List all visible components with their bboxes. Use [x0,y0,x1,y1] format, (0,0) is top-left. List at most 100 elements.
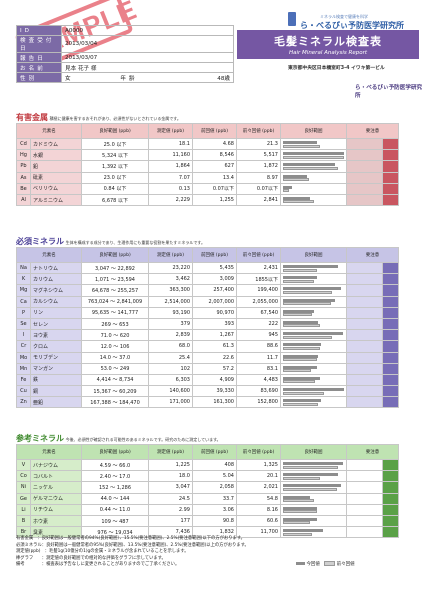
bar-current [283,506,317,510]
measured-value: 68.0 [148,340,193,353]
section-desc: 生体を構成する成分であり、生理作用にも重要な役割を果たすミネラルです。 [65,240,205,245]
element-name: 水銀 [30,149,82,162]
measured-value: 379 [148,317,193,331]
good-range: 269 〜 653 [81,317,149,331]
good-range: 0.84 以下 [81,182,149,195]
warn-zone [382,295,399,308]
measured-value: 102 [148,362,193,375]
table-row: Li リチウム 0.44 〜 11.0 2.99 3.06 8.16 [16,503,399,516]
element-name: 鉄 [30,373,82,387]
good-range: 167,388 〜 184,470 [81,396,149,409]
good-range: 0.44 〜 11.0 [81,503,149,516]
bar-prev [283,402,319,406]
prev2-value: 67,540 [236,306,281,319]
bar-cell [280,514,347,528]
report-title-box: 毛髪ミネラル検査表 Hair Mineral Analysis Report [237,30,419,59]
table-row: Cd カドミウム 25.0 以下 18.1 4.68 21.3 [16,137,399,151]
prev2-value: 11.7 [236,351,281,364]
bar-prev [283,279,314,283]
element-name: マンガン [30,362,82,375]
prev-value: 22.6 [192,351,237,364]
caution-zone [346,306,383,319]
reference-minerals-table: 元素名 良好範囲 (ppb) 測定値 (ppb) 前回値 (ppb) 前々回値 (ppb… [16,444,399,539]
th-range: 良好範囲 (ppb) [81,247,149,263]
patient-info-table: ID A0000 検査受付日 2013/03/04 報告日 2013/03/07 お名… [16,25,234,83]
bar-prev [283,302,331,306]
th-prev2: 前々回値 (ppb) [236,123,281,139]
measured-value: 177 [148,514,193,528]
bar-cell [280,526,347,539]
info-row-report: 報告日 2013/03/07 [16,52,234,63]
element-symbol: Cr [16,340,31,353]
prev2-value: 1855以下 [236,273,281,286]
prev2-value: 1,325 [236,458,281,472]
bar-prev [283,324,320,328]
th-name: 元素名 [16,123,82,139]
bar-prev [283,346,320,350]
measured-value: 18.1 [148,137,193,151]
table-row: Ca カルシウム 763,024 〜 2,841,009 2,514,000 2,007… [16,295,399,308]
bar-current [283,152,344,156]
bar-prev [283,313,313,317]
caution-zone [346,396,383,409]
good-range: 109 〜 487 [81,514,149,528]
prev2-value: 83.1 [236,362,281,375]
prev2-value: 20.1 [236,470,281,483]
bar-prev [283,155,344,159]
prev-value: 39,330 [192,385,237,398]
measured-value: 24.5 [148,492,193,505]
element-symbol: Mg [16,284,31,297]
element-symbol: Al [16,193,31,207]
measured-value: 6,303 [148,373,193,387]
table-header-row: 元素名 良好範囲 (ppb) 測定値 (ppb) 前回値 (ppb) 前々回値 (ppb… [16,444,399,460]
bar-cell [280,295,347,308]
element-symbol: Pb [16,160,31,173]
bar-cell [280,396,347,409]
prev-value: 5.04 [192,470,237,483]
element-name: カリウム [30,273,82,286]
bar-prev [283,189,290,193]
bar-cell [280,458,347,472]
th-bar: 良好範囲 [280,123,347,139]
caution-zone [346,171,383,184]
good-range: 4.59 〜 66.0 [81,458,149,472]
th-prev: 前回値 (ppb) [192,247,237,263]
bar-prev [283,532,313,536]
prev-value: 627 [192,160,237,173]
element-name: ゲルマニウム [30,492,82,505]
prev2-value: 54.8 [236,492,281,505]
bar-cell [280,351,347,364]
prev2-value: 88.6 [236,340,281,353]
measured-value: 3,047 [148,481,193,494]
note-line: 有害金属 ：良好範囲は一般健常者の94%(良好範囲）、15.5%(要注意範囲)、… [16,536,245,541]
lab-name: ら・べるびぃ予防医学研究所 [355,85,423,99]
element-name: 鉛 [30,160,82,173]
table-row: K カリウム 1,071 〜 23,594 3,462 3,009 1855以下 [16,273,399,286]
logo-tagline: ミネラル検査で健康を科学 [320,14,368,19]
warn-zone [382,261,399,275]
warn-zone [382,470,399,483]
note-line: 備考 ：検査表は予告なしに変更されることがありますのでご了承ください。 [16,562,180,567]
legend-swatch-prev2 [324,561,336,566]
bar-cell [280,373,347,387]
bar-prev [283,510,318,514]
warn-zone [382,149,399,162]
bar-cell [280,470,347,483]
info-row-id: ID A0000 [16,25,234,36]
prev-value: 4,909 [192,373,237,387]
measured-value: 2,839 [148,329,193,342]
bar-current [283,163,335,167]
table-header-row: 元素名 良好範囲 (ppb) 測定値 (ppb) 前回値 (ppb) 前々回値 (ppb… [16,247,399,263]
element-name: 亜鉛 [30,396,82,409]
measured-value: 171,000 [148,396,193,409]
bar-current [283,484,341,488]
bar-current [283,332,343,336]
element-name: モリブデン [30,351,82,364]
bar-cell [280,340,347,353]
element-name: バナジウム [30,458,82,472]
element-symbol: V [16,458,31,472]
bar-cell [280,149,347,162]
prev2-value: 0.07以下 [236,182,281,195]
element-symbol: P [16,306,31,319]
element-name: コバルト [30,470,82,483]
